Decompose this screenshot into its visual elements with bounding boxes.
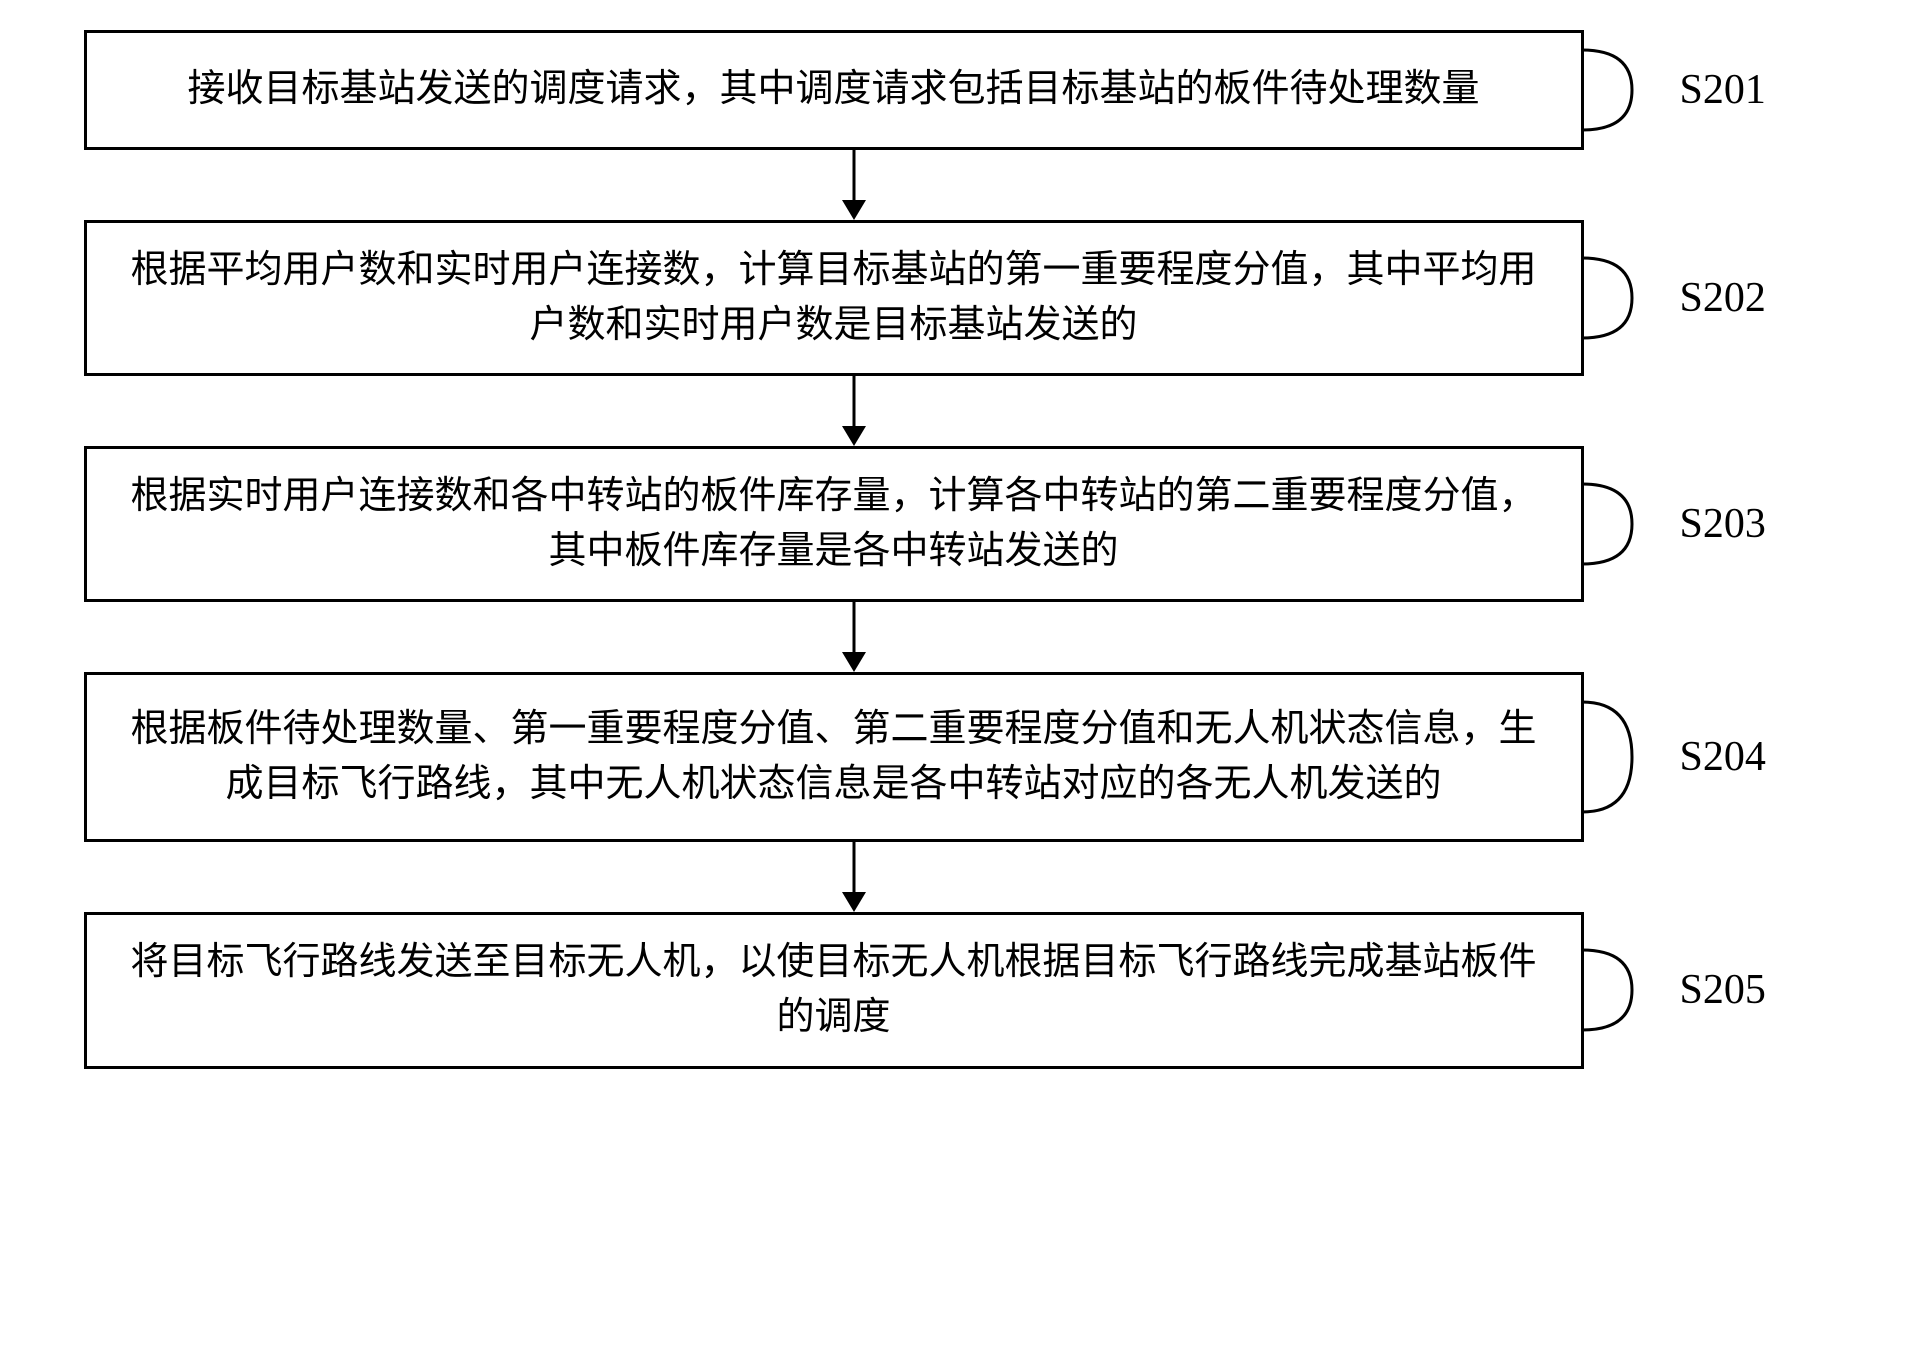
flow-row: 接收目标基站发送的调度请求，其中调度请求包括目标基站的板件待处理数量 S201: [64, 30, 1864, 150]
flow-step-text: 接收目标基站发送的调度请求，其中调度请求包括目标基站的板件待处理数量: [187, 62, 1479, 117]
flow-step-label: S203: [1680, 500, 1766, 548]
connector-curve: [1582, 464, 1672, 584]
connector-curve: [1582, 238, 1672, 358]
flow-row: 将目标飞行路线发送至目标无人机，以使目标无人机根据目标飞行路线完成基站板件的调度…: [64, 912, 1864, 1068]
flow-step-text: 根据平均用户数和实时用户连接数，计算目标基站的第一重要程度分值，其中平均用户数和…: [117, 243, 1551, 353]
flow-step-label: S201: [1680, 66, 1766, 114]
flow-step-label: S204: [1680, 733, 1766, 781]
flow-step-box: 接收目标基站发送的调度请求，其中调度请求包括目标基站的板件待处理数量: [84, 30, 1584, 150]
flow-arrow: [84, 602, 1624, 672]
flow-step-box: 根据实时用户连接数和各中转站的板件库存量，计算各中转站的第二重要程度分值，其中板…: [84, 446, 1584, 602]
flow-step-text: 根据板件待处理数量、第一重要程度分值、第二重要程度分值和无人机状态信息，生成目标…: [117, 702, 1551, 812]
flow-arrow: [84, 376, 1624, 446]
flow-step-box: 将目标飞行路线发送至目标无人机，以使目标无人机根据目标飞行路线完成基站板件的调度: [84, 912, 1584, 1068]
flowchart-container: 接收目标基站发送的调度请求，其中调度请求包括目标基站的板件待处理数量 S201 …: [64, 30, 1864, 1069]
flow-row: 根据实时用户连接数和各中转站的板件库存量，计算各中转站的第二重要程度分值，其中板…: [64, 446, 1864, 602]
flow-step-text: 将目标飞行路线发送至目标无人机，以使目标无人机根据目标飞行路线完成基站板件的调度: [117, 935, 1551, 1045]
flow-arrow: [84, 842, 1624, 912]
flow-row: 根据板件待处理数量、第一重要程度分值、第二重要程度分值和无人机状态信息，生成目标…: [64, 672, 1864, 842]
flow-step-text: 根据实时用户连接数和各中转站的板件库存量，计算各中转站的第二重要程度分值，其中板…: [117, 469, 1551, 579]
flow-step-label: S205: [1680, 966, 1766, 1014]
flow-step-box: 根据平均用户数和实时用户连接数，计算目标基站的第一重要程度分值，其中平均用户数和…: [84, 220, 1584, 376]
connector-curve: [1582, 30, 1672, 150]
flow-step-box: 根据板件待处理数量、第一重要程度分值、第二重要程度分值和无人机状态信息，生成目标…: [84, 672, 1584, 842]
flow-arrow: [84, 150, 1624, 220]
connector-curve: [1582, 672, 1672, 842]
connector-curve: [1582, 930, 1672, 1050]
flow-step-label: S202: [1680, 274, 1766, 322]
flow-row: 根据平均用户数和实时用户连接数，计算目标基站的第一重要程度分值，其中平均用户数和…: [64, 220, 1864, 376]
